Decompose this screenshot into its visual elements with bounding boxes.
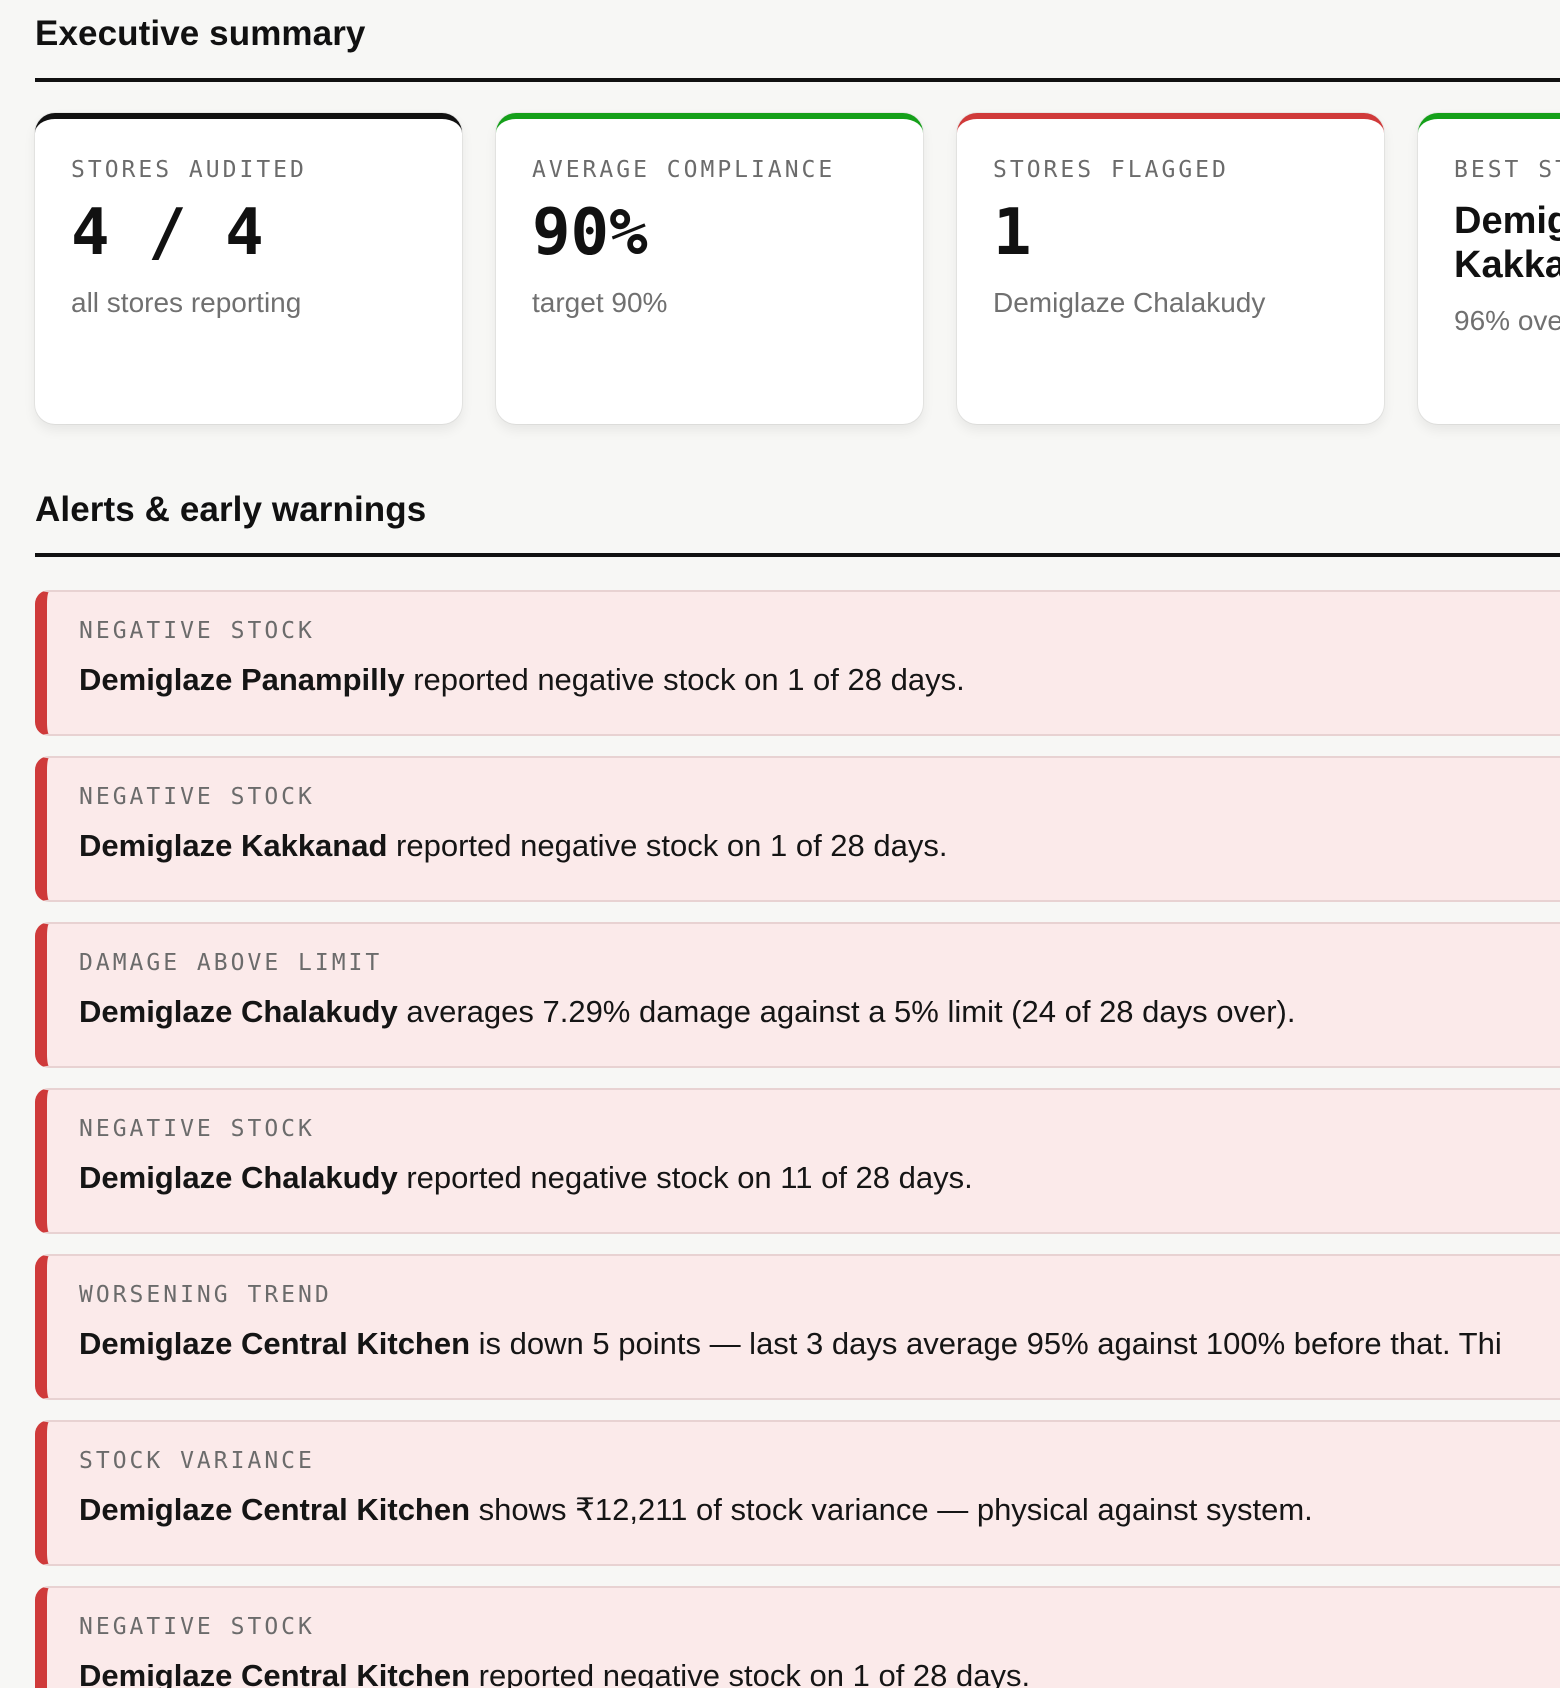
- alert-text: shows ₹12,211 of stock variance — physic…: [470, 1492, 1313, 1527]
- alert-item: NEGATIVE STOCK Demiglaze Central Kitchen…: [35, 1586, 1560, 1688]
- alert-text: averages 7.29% damage against a 5% limit…: [397, 994, 1296, 1029]
- alert-store-name: Demiglaze Central Kitchen: [79, 1492, 471, 1527]
- alert-store-name: Demiglaze Kakkanad: [79, 828, 388, 863]
- card-label: STORES FLAGGED: [993, 157, 1229, 183]
- executive-summary-heading: Executive summary: [35, 14, 366, 53]
- alert-tag: NEGATIVE STOCK: [79, 1614, 315, 1640]
- alert-message: Demiglaze Kakkanad reported negative sto…: [79, 828, 1560, 864]
- best-store-card: BEST STORE Demiglaze Kakkanad 96% overal…: [1418, 113, 1560, 424]
- alert-tag: NEGATIVE STOCK: [79, 1116, 315, 1142]
- alert-tag: NEGATIVE STOCK: [79, 784, 315, 810]
- card-value: Demiglaze Kakkanad: [1454, 200, 1560, 286]
- stores-audited-card: STORES AUDITED 4 / 4 all stores reportin…: [35, 113, 462, 424]
- alert-message: Demiglaze Central Kitchen reported negat…: [79, 1658, 1560, 1688]
- alert-text: reported negative stock on 1 of 28 days.: [387, 828, 948, 863]
- alert-store-name: Demiglaze Panampilly: [79, 662, 405, 697]
- alert-tag: WORSENING TREND: [79, 1282, 332, 1308]
- alert-tag: DAMAGE ABOVE LIMIT: [79, 950, 383, 976]
- card-label: AVERAGE COMPLIANCE: [532, 157, 836, 183]
- alert-store-name: Demiglaze Chalakudy: [79, 1160, 398, 1195]
- alert-text: reported negative stock on 1 of 28 days.: [470, 1658, 1031, 1688]
- summary-divider: [35, 78, 1560, 82]
- alert-item: DAMAGE ABOVE LIMIT Demiglaze Chalakudy a…: [35, 922, 1560, 1068]
- stores-flagged-card: STORES FLAGGED 1 Demiglaze Chalakudy: [957, 113, 1384, 424]
- alert-item: STOCK VARIANCE Demiglaze Central Kitchen…: [35, 1420, 1560, 1566]
- card-value: 90%: [532, 196, 648, 270]
- alert-message: Demiglaze Chalakudy reported negative st…: [79, 1160, 1560, 1196]
- alert-message: Demiglaze Chalakudy averages 7.29% damag…: [79, 994, 1560, 1030]
- card-subtext: all stores reporting: [71, 287, 302, 318]
- alert-store-name: Demiglaze Central Kitchen: [79, 1326, 471, 1361]
- card-label: BEST STORE: [1454, 157, 1560, 183]
- alert-item: NEGATIVE STOCK Demiglaze Chalakudy repor…: [35, 1088, 1560, 1234]
- alert-message: Demiglaze Central Kitchen is down 5 poin…: [79, 1326, 1560, 1362]
- average-compliance-card: AVERAGE COMPLIANCE 90% target 90%: [496, 113, 923, 424]
- alert-store-name: Demiglaze Central Kitchen: [79, 1658, 471, 1688]
- alert-item: WORSENING TREND Demiglaze Central Kitche…: [35, 1254, 1560, 1400]
- alert-item: NEGATIVE STOCK Demiglaze Kakkanad report…: [35, 756, 1560, 902]
- alerts-divider: [35, 553, 1560, 557]
- card-value: 1: [993, 196, 1032, 270]
- alert-tag: NEGATIVE STOCK: [79, 618, 315, 644]
- card-subtext: 96% overall: [1454, 305, 1560, 336]
- card-subtext: target 90%: [532, 287, 668, 318]
- alert-message: Demiglaze Central Kitchen shows ₹12,211 …: [79, 1492, 1560, 1528]
- card-label: STORES AUDITED: [71, 157, 307, 183]
- alert-tag: STOCK VARIANCE: [79, 1448, 315, 1474]
- card-value: 4 / 4: [71, 196, 264, 270]
- alert-text: reported negative stock on 1 of 28 days.: [404, 662, 965, 697]
- alert-text: reported negative stock on 11 of 28 days…: [397, 1160, 973, 1195]
- alert-text: is down 5 points — last 3 days average 9…: [470, 1326, 1502, 1361]
- alerts-heading: Alerts & early warnings: [35, 490, 427, 529]
- alert-message: Demiglaze Panampilly reported negative s…: [79, 662, 1560, 698]
- alert-item: NEGATIVE STOCK Demiglaze Panampilly repo…: [35, 590, 1560, 736]
- alert-store-name: Demiglaze Chalakudy: [79, 994, 398, 1029]
- card-subtext: Demiglaze Chalakudy: [993, 287, 1266, 318]
